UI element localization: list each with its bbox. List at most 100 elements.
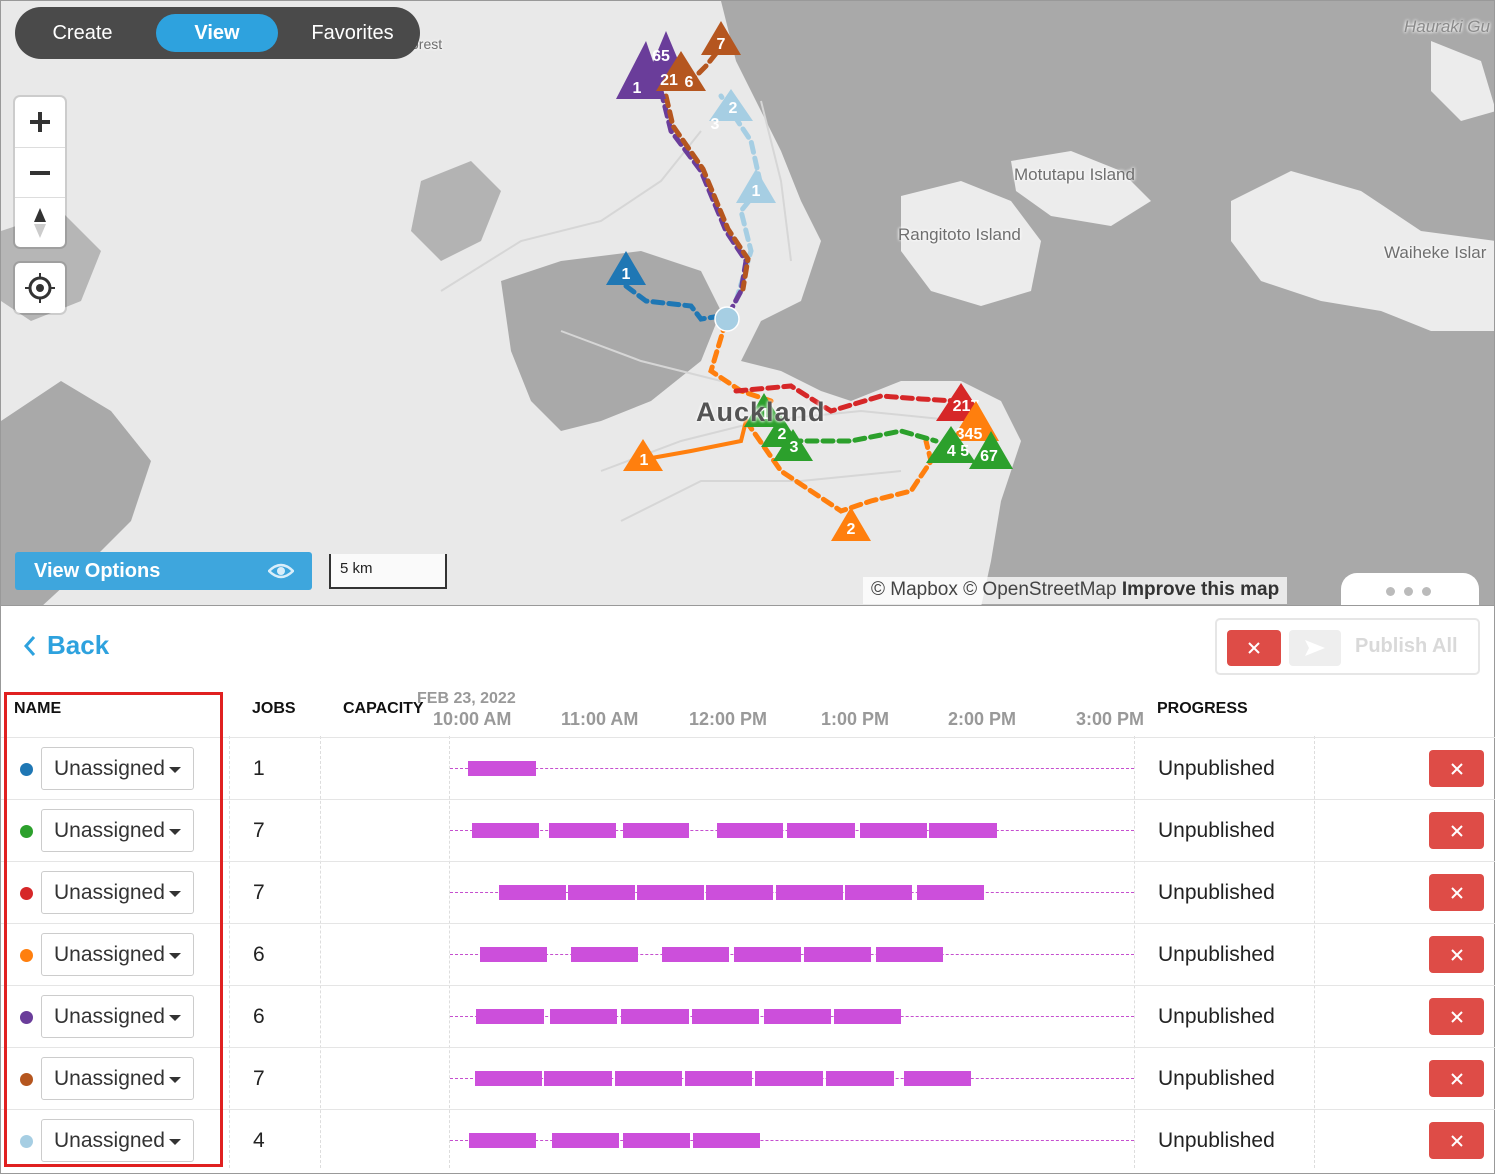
- job-bar[interactable]: [549, 823, 616, 838]
- job-bar[interactable]: [544, 1071, 612, 1086]
- job-bar[interactable]: [734, 947, 801, 962]
- job-bar[interactable]: [917, 885, 984, 900]
- remove-route-button[interactable]: [1429, 998, 1484, 1035]
- close-icon: [1450, 948, 1463, 961]
- svg-text:2: 2: [778, 426, 787, 443]
- back-label: Back: [47, 630, 110, 660]
- improve-map-link[interactable]: Improve this map: [1121, 579, 1280, 600]
- mode-favorites-button[interactable]: Favorites: [311, 22, 394, 44]
- compass-button[interactable]: [15, 197, 65, 247]
- driver-select[interactable]: Unassigned: [41, 995, 194, 1038]
- job-bar[interactable]: [552, 1133, 619, 1148]
- close-icon: [1450, 1010, 1463, 1023]
- job-bar[interactable]: [568, 885, 635, 900]
- caret-down-icon: [169, 953, 181, 959]
- driver-select[interactable]: Unassigned: [41, 1119, 194, 1162]
- job-bar[interactable]: [755, 1071, 823, 1086]
- route-jobs-count: 7: [253, 1067, 265, 1090]
- job-bar[interactable]: [623, 1133, 690, 1148]
- driver-select[interactable]: Unassigned: [41, 747, 194, 790]
- route-timeline: [450, 768, 1134, 769]
- job-bar[interactable]: [834, 1009, 901, 1024]
- driver-select[interactable]: Unassigned: [41, 933, 194, 976]
- job-bar[interactable]: [475, 1071, 542, 1086]
- publish-all-button[interactable]: Publish All: [1355, 635, 1458, 657]
- job-bar[interactable]: [692, 1009, 759, 1024]
- job-bar[interactable]: [637, 885, 704, 900]
- mode-create-button[interactable]: Create: [52, 22, 113, 44]
- job-bar[interactable]: [615, 1071, 682, 1086]
- job-bar[interactable]: [826, 1071, 894, 1086]
- job-bar[interactable]: [904, 1071, 971, 1086]
- route-progress-status: Unpublished: [1158, 757, 1275, 780]
- publish-controls: Publish All: [1215, 618, 1480, 675]
- mapbox-attribution-link[interactable]: © Mapbox: [871, 579, 958, 600]
- mode-view-button[interactable]: View: [156, 14, 278, 52]
- route-jobs-count: 4: [253, 1129, 265, 1152]
- job-bar[interactable]: [693, 1133, 760, 1148]
- job-bar[interactable]: [787, 823, 855, 838]
- table-row: Unassigned 7 Unpublished: [1, 1047, 1495, 1109]
- svg-text:1: 1: [761, 406, 770, 423]
- job-bar[interactable]: [685, 1071, 752, 1086]
- caret-down-icon: [169, 1077, 181, 1083]
- remove-route-button[interactable]: [1429, 812, 1484, 849]
- caret-down-icon: [169, 767, 181, 773]
- geolocate-button[interactable]: [15, 263, 65, 313]
- back-button[interactable]: Back: [23, 630, 109, 661]
- zoom-out-button[interactable]: [15, 147, 65, 197]
- driver-select[interactable]: Unassigned: [41, 809, 194, 852]
- job-bar[interactable]: [621, 1009, 689, 1024]
- table-row: Unassigned 7 Unpublished: [1, 799, 1495, 861]
- view-options-button[interactable]: View Options: [15, 552, 312, 590]
- job-bar[interactable]: [469, 1133, 536, 1148]
- remove-route-button[interactable]: [1429, 1122, 1484, 1159]
- job-bar[interactable]: [476, 1009, 544, 1024]
- svg-text:2: 2: [729, 100, 738, 117]
- job-bar[interactable]: [706, 885, 773, 900]
- job-bar[interactable]: [571, 947, 638, 962]
- zoom-in-button[interactable]: [15, 97, 65, 147]
- timeline-date: FEB 23, 2022: [417, 690, 516, 707]
- job-bar[interactable]: [845, 885, 912, 900]
- compass-icon: [34, 207, 46, 238]
- remove-route-button[interactable]: [1429, 750, 1484, 787]
- remove-route-button[interactable]: [1429, 936, 1484, 973]
- job-bar[interactable]: [499, 885, 566, 900]
- cancel-all-button[interactable]: [1227, 630, 1281, 666]
- svg-text:6: 6: [685, 74, 694, 91]
- caret-down-icon: [169, 1139, 181, 1145]
- driver-select[interactable]: Unassigned: [41, 871, 194, 914]
- route-jobs-count: 6: [253, 1005, 265, 1028]
- job-bar[interactable]: [472, 823, 539, 838]
- more-icon[interactable]: [1386, 587, 1431, 596]
- job-bar[interactable]: [804, 947, 871, 962]
- svg-text:21: 21: [660, 72, 678, 89]
- close-icon: [1450, 824, 1463, 837]
- chevron-left-icon: [23, 635, 36, 656]
- job-bar[interactable]: [776, 885, 843, 900]
- osm-attribution-link[interactable]: © OpenStreetMap: [963, 579, 1117, 600]
- minus-icon: [30, 170, 50, 175]
- column-header-progress: PROGRESS: [1157, 700, 1248, 717]
- send-all-button[interactable]: [1289, 630, 1341, 666]
- job-bar[interactable]: [468, 761, 536, 776]
- route-progress-status: Unpublished: [1158, 1067, 1275, 1090]
- job-bar[interactable]: [480, 947, 547, 962]
- job-bar[interactable]: [860, 823, 927, 838]
- job-bar[interactable]: [876, 947, 943, 962]
- remove-route-button[interactable]: [1429, 1060, 1484, 1097]
- job-bar[interactable]: [550, 1009, 617, 1024]
- job-bar[interactable]: [764, 1009, 831, 1024]
- job-bar[interactable]: [717, 823, 783, 838]
- job-bar[interactable]: [929, 823, 997, 838]
- job-bar[interactable]: [662, 947, 729, 962]
- remove-route-button[interactable]: [1429, 874, 1484, 911]
- driver-select[interactable]: Unassigned: [41, 1057, 194, 1100]
- table-row: Unassigned 7 Unpublished: [1, 861, 1495, 923]
- job-bar[interactable]: [623, 823, 689, 838]
- zoom-controls: [15, 97, 65, 247]
- map-label-waiheke: Waiheke Islar: [1384, 243, 1487, 262]
- driver-select-value: Unassigned: [54, 943, 165, 966]
